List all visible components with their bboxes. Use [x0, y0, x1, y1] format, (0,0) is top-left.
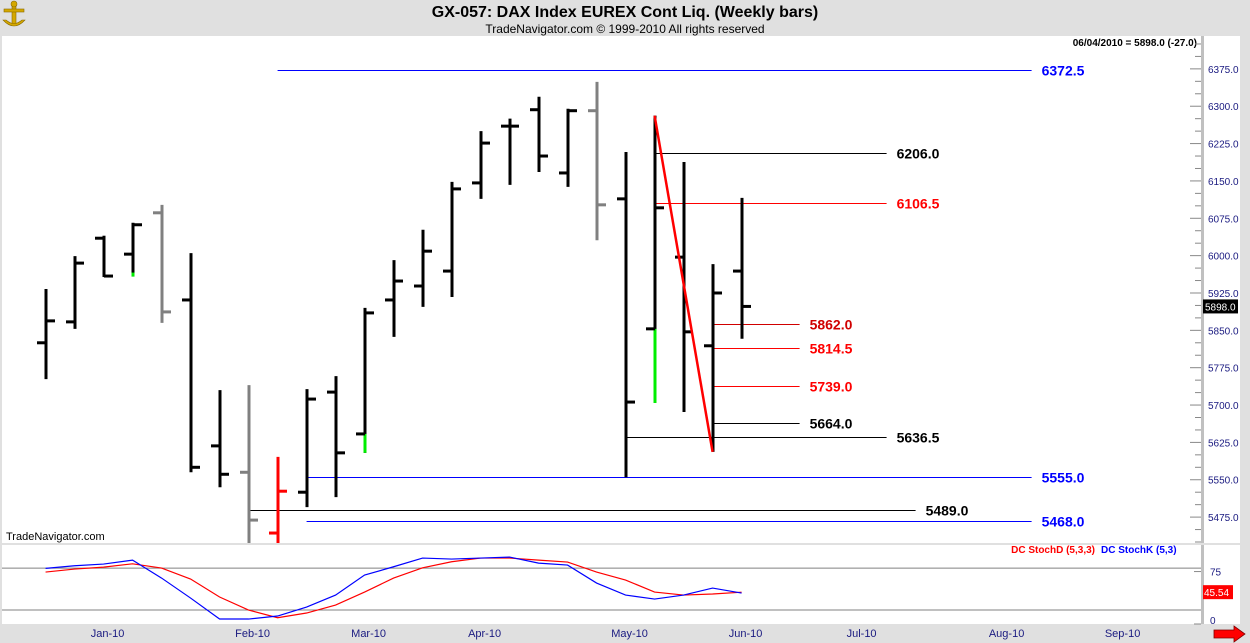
stochastic-lines	[2, 556, 1201, 620]
date-tick-label: Jul-10	[847, 628, 877, 640]
ohlc-bar	[704, 264, 722, 452]
price-tick-label: 6000.0	[1208, 252, 1239, 263]
stochastic-panel	[2, 545, 1240, 624]
price-tick-label: 5775.0	[1208, 364, 1239, 375]
ohlc-bar	[66, 256, 84, 329]
price-tick-label: 6150.0	[1208, 177, 1239, 188]
level-label: 5814.5	[810, 341, 853, 357]
ohlc-bar	[646, 115, 664, 404]
price-tick-label: 5925.0	[1208, 289, 1239, 300]
stoch-tick-label: 75	[1210, 568, 1222, 579]
level-label: 6372.5	[1042, 63, 1085, 79]
legend-stochd: DC StochD (5,3,3)	[1011, 545, 1095, 556]
date-tick-label: Jan-10	[91, 628, 125, 640]
level-lines	[248, 70, 1032, 522]
ohlc-bar	[472, 131, 490, 199]
stoch-series-line	[45, 556, 742, 620]
ohlc-bar	[588, 81, 606, 241]
ohlc-bar	[414, 229, 432, 307]
stoch-axis: 0 75 45.54	[1194, 568, 1233, 627]
level-label: 6206.0	[897, 146, 940, 162]
ohlc-bar	[124, 222, 142, 277]
price-tick-label: 5850.0	[1208, 326, 1239, 337]
date-tick-label: Feb-10	[235, 628, 270, 640]
stoch-value: 45.54	[1204, 588, 1229, 599]
ohlc-bar	[617, 152, 635, 478]
stoch-tick-label: 0	[1210, 616, 1216, 627]
date-tick-label: Mar-10	[351, 628, 386, 640]
ohlc-bar	[95, 235, 113, 278]
chart-subtitle: TradeNavigator.com © 1999-2010 All right…	[485, 22, 764, 36]
price-tick-label: 6300.0	[1208, 102, 1239, 113]
red-right-arrow-icon[interactable]	[1213, 625, 1246, 643]
level-label: 5636.5	[897, 430, 940, 446]
price-tick-label: 5550.0	[1208, 476, 1239, 487]
price-tick-label: 5625.0	[1208, 438, 1239, 449]
level-label: 5862.0	[810, 317, 853, 333]
ohlc-bar	[240, 385, 258, 543]
logo	[2, 0, 26, 27]
ohlc-bar	[153, 204, 171, 323]
scroll-right-button[interactable]	[1213, 625, 1246, 643]
level-label: 5664.0	[810, 416, 853, 432]
trendline[interactable]	[653, 115, 714, 453]
legend-stochk: DC StochK (5,3)	[1101, 545, 1177, 556]
ohlc-bar	[443, 181, 461, 297]
level-label: 5489.0	[926, 503, 969, 519]
date-axis: Jan-10 Feb-10 Mar-10 Apr-10 May-10 Jun-10 Jul-…	[91, 628, 1141, 640]
stoch-axis-divider	[1201, 545, 1204, 624]
stoch-legend: DC StochD (5,3,3) DC StochK (5,3)	[1011, 545, 1176, 556]
level-label: 5739.0	[810, 379, 853, 395]
ohlc-bar	[733, 197, 751, 339]
price-tick-label: 5475.0	[1208, 513, 1239, 524]
ohlc-bar	[385, 260, 403, 337]
ohlc-bars	[37, 81, 751, 543]
date-tick-label: Apr-10	[468, 628, 501, 640]
price-axis-divider	[1201, 36, 1204, 543]
last-price-badge: 5898.0	[1203, 299, 1238, 314]
ohlc-bar	[211, 390, 229, 488]
ohlc-bar	[298, 389, 316, 508]
last-bar-readout: 06/04/2010 = 5898.0 (-27.0)	[1073, 38, 1197, 49]
watermark: TradeNavigator.com	[6, 531, 105, 543]
ohlc-bar	[269, 456, 287, 543]
ohlc-bar	[356, 307, 374, 453]
level-label: 6106.5	[897, 196, 940, 212]
date-tick-label: Aug-10	[989, 628, 1024, 640]
price-tick-label: 6225.0	[1208, 140, 1239, 151]
ohlc-bar	[501, 118, 519, 185]
stoch-series-line	[45, 557, 742, 619]
date-tick-label: Sep-10	[1105, 628, 1140, 640]
trendline-group	[653, 115, 714, 453]
gold-anchor-logo-icon	[2, 0, 26, 27]
price-panel	[2, 36, 1240, 543]
ohlc-bar	[182, 253, 200, 473]
last-price-value: 5898.0	[1205, 302, 1236, 313]
date-tick-label: May-10	[611, 628, 648, 640]
ohlc-bar	[37, 289, 55, 380]
date-tick-label: Jun-10	[729, 628, 763, 640]
ohlc-bar	[530, 96, 548, 172]
ohlc-bar	[327, 376, 345, 498]
level-labels: 6372.5 6206.0 6106.5 5862.0 5814.5 5739.0 5664…	[810, 63, 1085, 530]
price-axis: 5475.0 5550.0 5625.0 5700.0 5775.0 5850.0 5925…	[1190, 43, 1239, 543]
chart-title: GX-057: DAX Index EUREX Cont Liq. (Weekl…	[432, 4, 818, 21]
stoch-value-badge	[1203, 585, 1233, 600]
level-label: 5555.0	[1042, 470, 1085, 486]
last-price-badge-bg	[1203, 299, 1238, 314]
price-tick-label: 5700.0	[1208, 401, 1239, 412]
level-label: 5468.0	[1042, 514, 1085, 530]
ohlc-bar	[559, 108, 577, 187]
price-tick-label: 6375.0	[1208, 65, 1239, 76]
price-tick-label: 6075.0	[1208, 214, 1239, 225]
